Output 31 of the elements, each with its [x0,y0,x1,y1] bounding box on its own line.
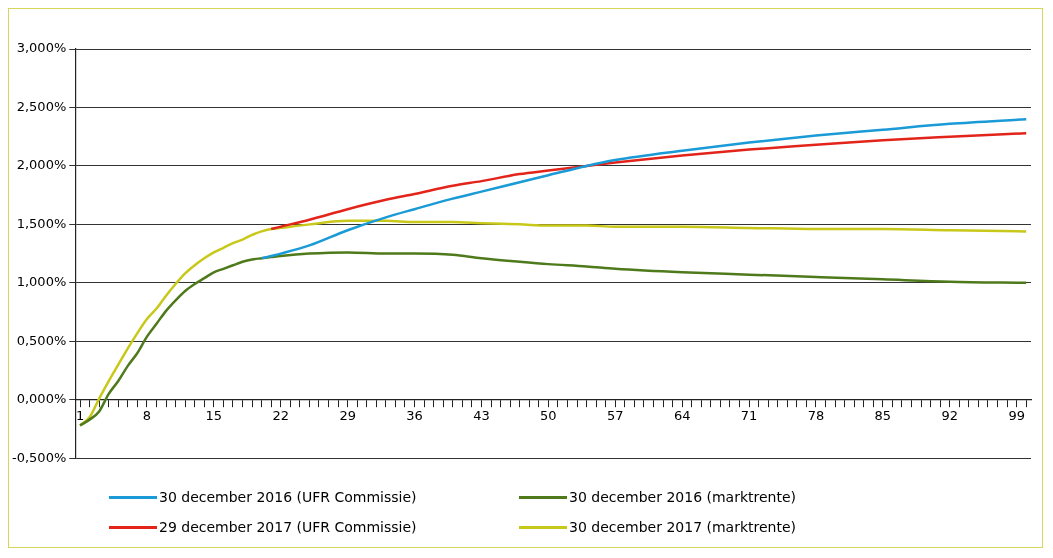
line-series [269,131,1028,231]
x-tick-label: 15 [205,407,223,423]
y-tick-label: 3,000% [16,40,67,56]
line-series [78,251,1028,427]
legend-label: 30 december 2017 (marktrente) [569,519,797,535]
y-tick-label: 2,500% [16,98,67,114]
x-tick-label: 99 [1008,407,1025,423]
y-tick-label: 1,500% [16,215,67,231]
legend-label: 30 december 2016 (marktrente) [569,489,797,505]
x-tick-label: 71 [740,407,758,423]
legend-label: 29 december 2017 (UFR Commissie) [159,519,417,535]
x-tick-label: 78 [807,407,825,423]
x-tick-label: 29 [339,407,356,423]
x-tick-label: 1 [75,407,85,423]
line-series [260,117,1028,260]
legend-label: 30 december 2016 (UFR Commissie) [159,489,417,505]
x-tick-label: 92 [941,407,959,423]
y-tick-label: -0,500% [11,449,67,465]
x-tick-label: 8 [142,407,152,423]
x-tick-label: 64 [673,407,691,423]
line-series [78,219,1028,427]
x-tick-label: 36 [406,407,423,423]
x-tick-label: 22 [272,407,290,423]
y-tick-label: 0,000% [16,391,67,407]
y-tick-label: 0,500% [16,332,67,348]
x-tick-label: 85 [874,407,892,423]
y-tick-label: 2,000% [16,157,67,173]
x-tick-label: 50 [540,407,557,423]
x-tick-label: 43 [473,407,490,423]
y-tick-label: 1,000% [16,274,67,290]
x-tick-label: 57 [606,407,624,423]
